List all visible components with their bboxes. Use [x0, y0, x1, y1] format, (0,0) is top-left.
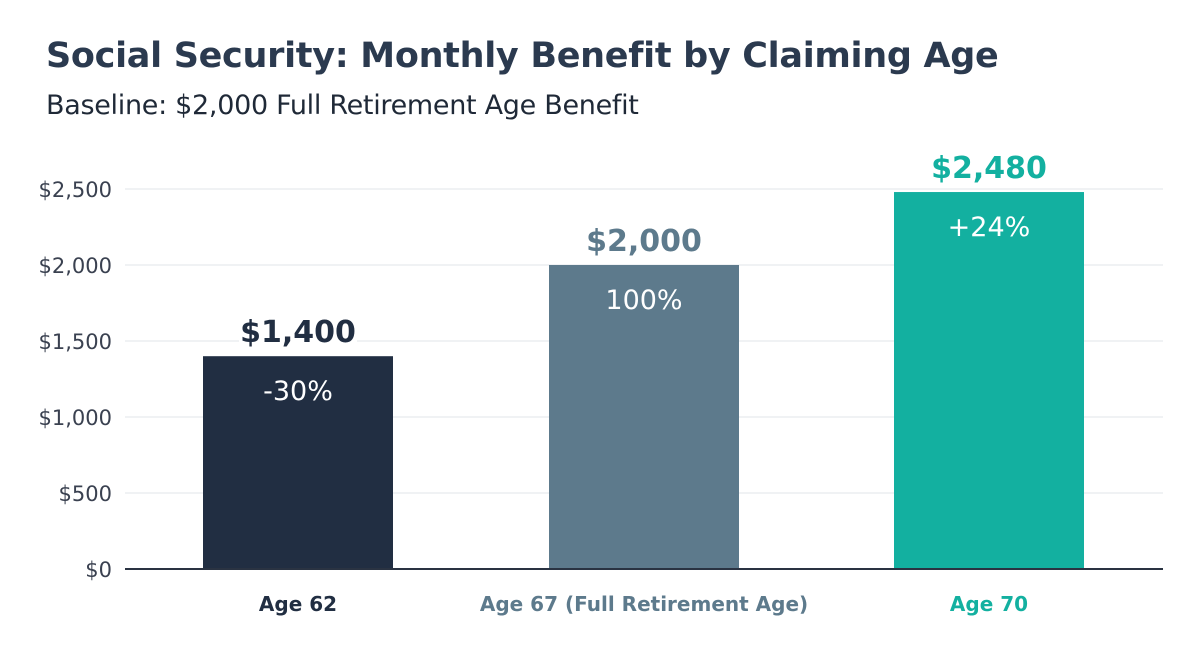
- chart-subtitle: Baseline: $2,000 Full Retirement Age Ben…: [46, 90, 639, 121]
- chart-title: Social Security: Monthly Benefit by Clai…: [46, 36, 999, 76]
- bar: [894, 192, 1084, 570]
- y-tick-label: $2,000: [39, 254, 112, 278]
- data-label: $2,480: [931, 151, 1047, 186]
- y-tick-label: $2,500: [39, 178, 112, 202]
- bar: [203, 356, 393, 569]
- data-label-background: [930, 146, 1048, 187]
- data-label: $2,000: [586, 224, 702, 259]
- x-axis-ticks: Age 62 Age 67 (Full Retirement Age) Age 70: [259, 592, 1028, 616]
- bar: [549, 265, 739, 569]
- percent-label: +24%: [948, 212, 1031, 243]
- x-tick-label: Age 67 (Full Retirement Age): [480, 592, 808, 616]
- data-label: $1,400: [240, 315, 356, 350]
- y-tick-label: $500: [59, 482, 112, 506]
- x-tick-label: Age 70: [950, 592, 1028, 616]
- percent-label: -30%: [263, 376, 333, 407]
- data-label-background: [585, 219, 703, 259]
- y-tick-label: $1,500: [39, 330, 112, 354]
- y-axis-ticks: $0 $500 $1,000 $1,500 $2,000 $2,500: [39, 178, 112, 582]
- x-tick-label: Age 62: [259, 592, 337, 616]
- y-tick-label: $0: [85, 558, 112, 582]
- data-label-background: [239, 310, 357, 351]
- percent-label: 100%: [605, 285, 682, 316]
- bars: $1,400 -30% $2,000 100% $2,480 +24%: [203, 146, 1084, 570]
- y-tick-label: $1,000: [39, 406, 112, 430]
